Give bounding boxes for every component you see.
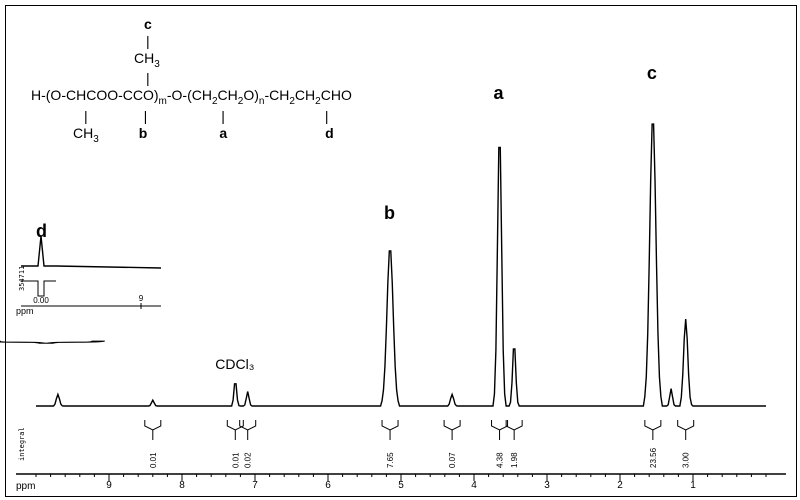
- integral-value: 0.01: [149, 452, 158, 468]
- integral-value: 3.00: [682, 452, 691, 468]
- x-tick: 5: [398, 480, 404, 491]
- integral-value: 4.38: [496, 452, 505, 468]
- x-tick: 1: [690, 480, 696, 491]
- integral-value: 7.65: [386, 452, 395, 468]
- integral-value: 0.07: [448, 452, 457, 468]
- x-tick: 6: [325, 480, 331, 491]
- peak-label-a: a: [494, 83, 504, 104]
- integral-value: 1.98: [510, 452, 519, 468]
- peak-label-b: b: [384, 203, 395, 224]
- nmr-spectrum-figure: c | CH3 | H-(O-CHCOO-CCO)m-O-(CH2CH2O)n-…: [5, 5, 797, 497]
- x-tick: 3: [544, 480, 550, 491]
- integral-value: 23.56: [649, 447, 658, 468]
- solvent-label: CDCl₃: [215, 356, 254, 372]
- x-tick: 7: [252, 480, 258, 491]
- peak-label-c: c: [647, 63, 657, 84]
- x-tick: 9: [106, 480, 112, 491]
- x-tick: 2: [617, 480, 623, 491]
- integral-value: 0.01: [231, 452, 240, 468]
- x-tick: 4: [471, 480, 477, 491]
- spectrum-svg: [16, 106, 786, 416]
- ppm-label: ppm: [16, 481, 35, 492]
- x-tick: 8: [179, 480, 185, 491]
- integral-axis-label: integral: [18, 427, 26, 461]
- integral-value: 0.02: [244, 452, 253, 468]
- main-spectrum: [16, 106, 786, 416]
- x-axis: 9 8 7 6 5 4 3 2 1 ppm: [16, 472, 786, 492]
- integral-strip: 0.01 0.01 0.02 7.65 0.07 4.38 1.98 23.56 3.00 in…: [16, 416, 786, 476]
